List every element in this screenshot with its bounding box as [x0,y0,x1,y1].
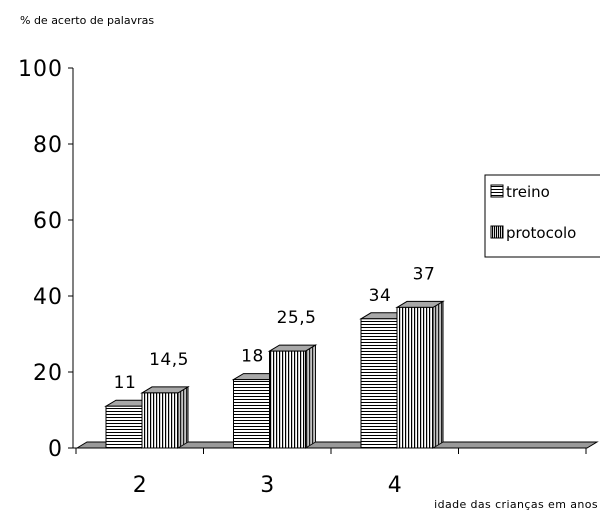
y-tick-label: 20 [33,361,63,386]
legend: treino protocolo [484,174,600,258]
data-label-treino-4: 34 [369,286,392,306]
y-tick-label: 0 [48,437,63,462]
legend-swatch-protocolo [490,225,504,239]
bar-protocolo-4 [395,300,445,449]
x-axis-label: idade das crianças em anos [434,498,598,511]
y-axis-label: % de acerto de palavras [20,14,154,27]
x-axis-ticks: 2 3 4 [75,448,587,498]
data-label-protocolo-4: 37 [413,264,436,284]
bar-protocolo-3 [267,344,318,449]
data-label-treino-3: 18 [241,347,264,367]
legend-box [484,174,600,258]
y-tick-label: 100 [18,57,63,82]
bars [104,300,445,449]
bar-protocolo-2 [140,386,190,449]
x-tick-label: 2 [133,473,147,498]
legend-swatch-treino [490,184,504,198]
y-tick-label: 40 [33,285,63,310]
x-tick-label: 3 [260,473,274,498]
data-label-protocolo-2: 14,5 [149,350,189,370]
y-axis-ticks: 0 20 40 60 80 100 [18,57,73,462]
data-label-protocolo-3: 25,5 [277,308,317,328]
data-labels: 11 14,5 18 25,5 34 37 [114,264,436,393]
legend-label-protocolo: protocolo [506,224,576,242]
legend-label-treino: treino [506,183,550,201]
x-tick-label: 4 [388,473,402,498]
data-label-treino-2: 11 [114,373,137,393]
y-tick-label: 80 [33,133,63,158]
y-tick-label: 60 [33,209,63,234]
